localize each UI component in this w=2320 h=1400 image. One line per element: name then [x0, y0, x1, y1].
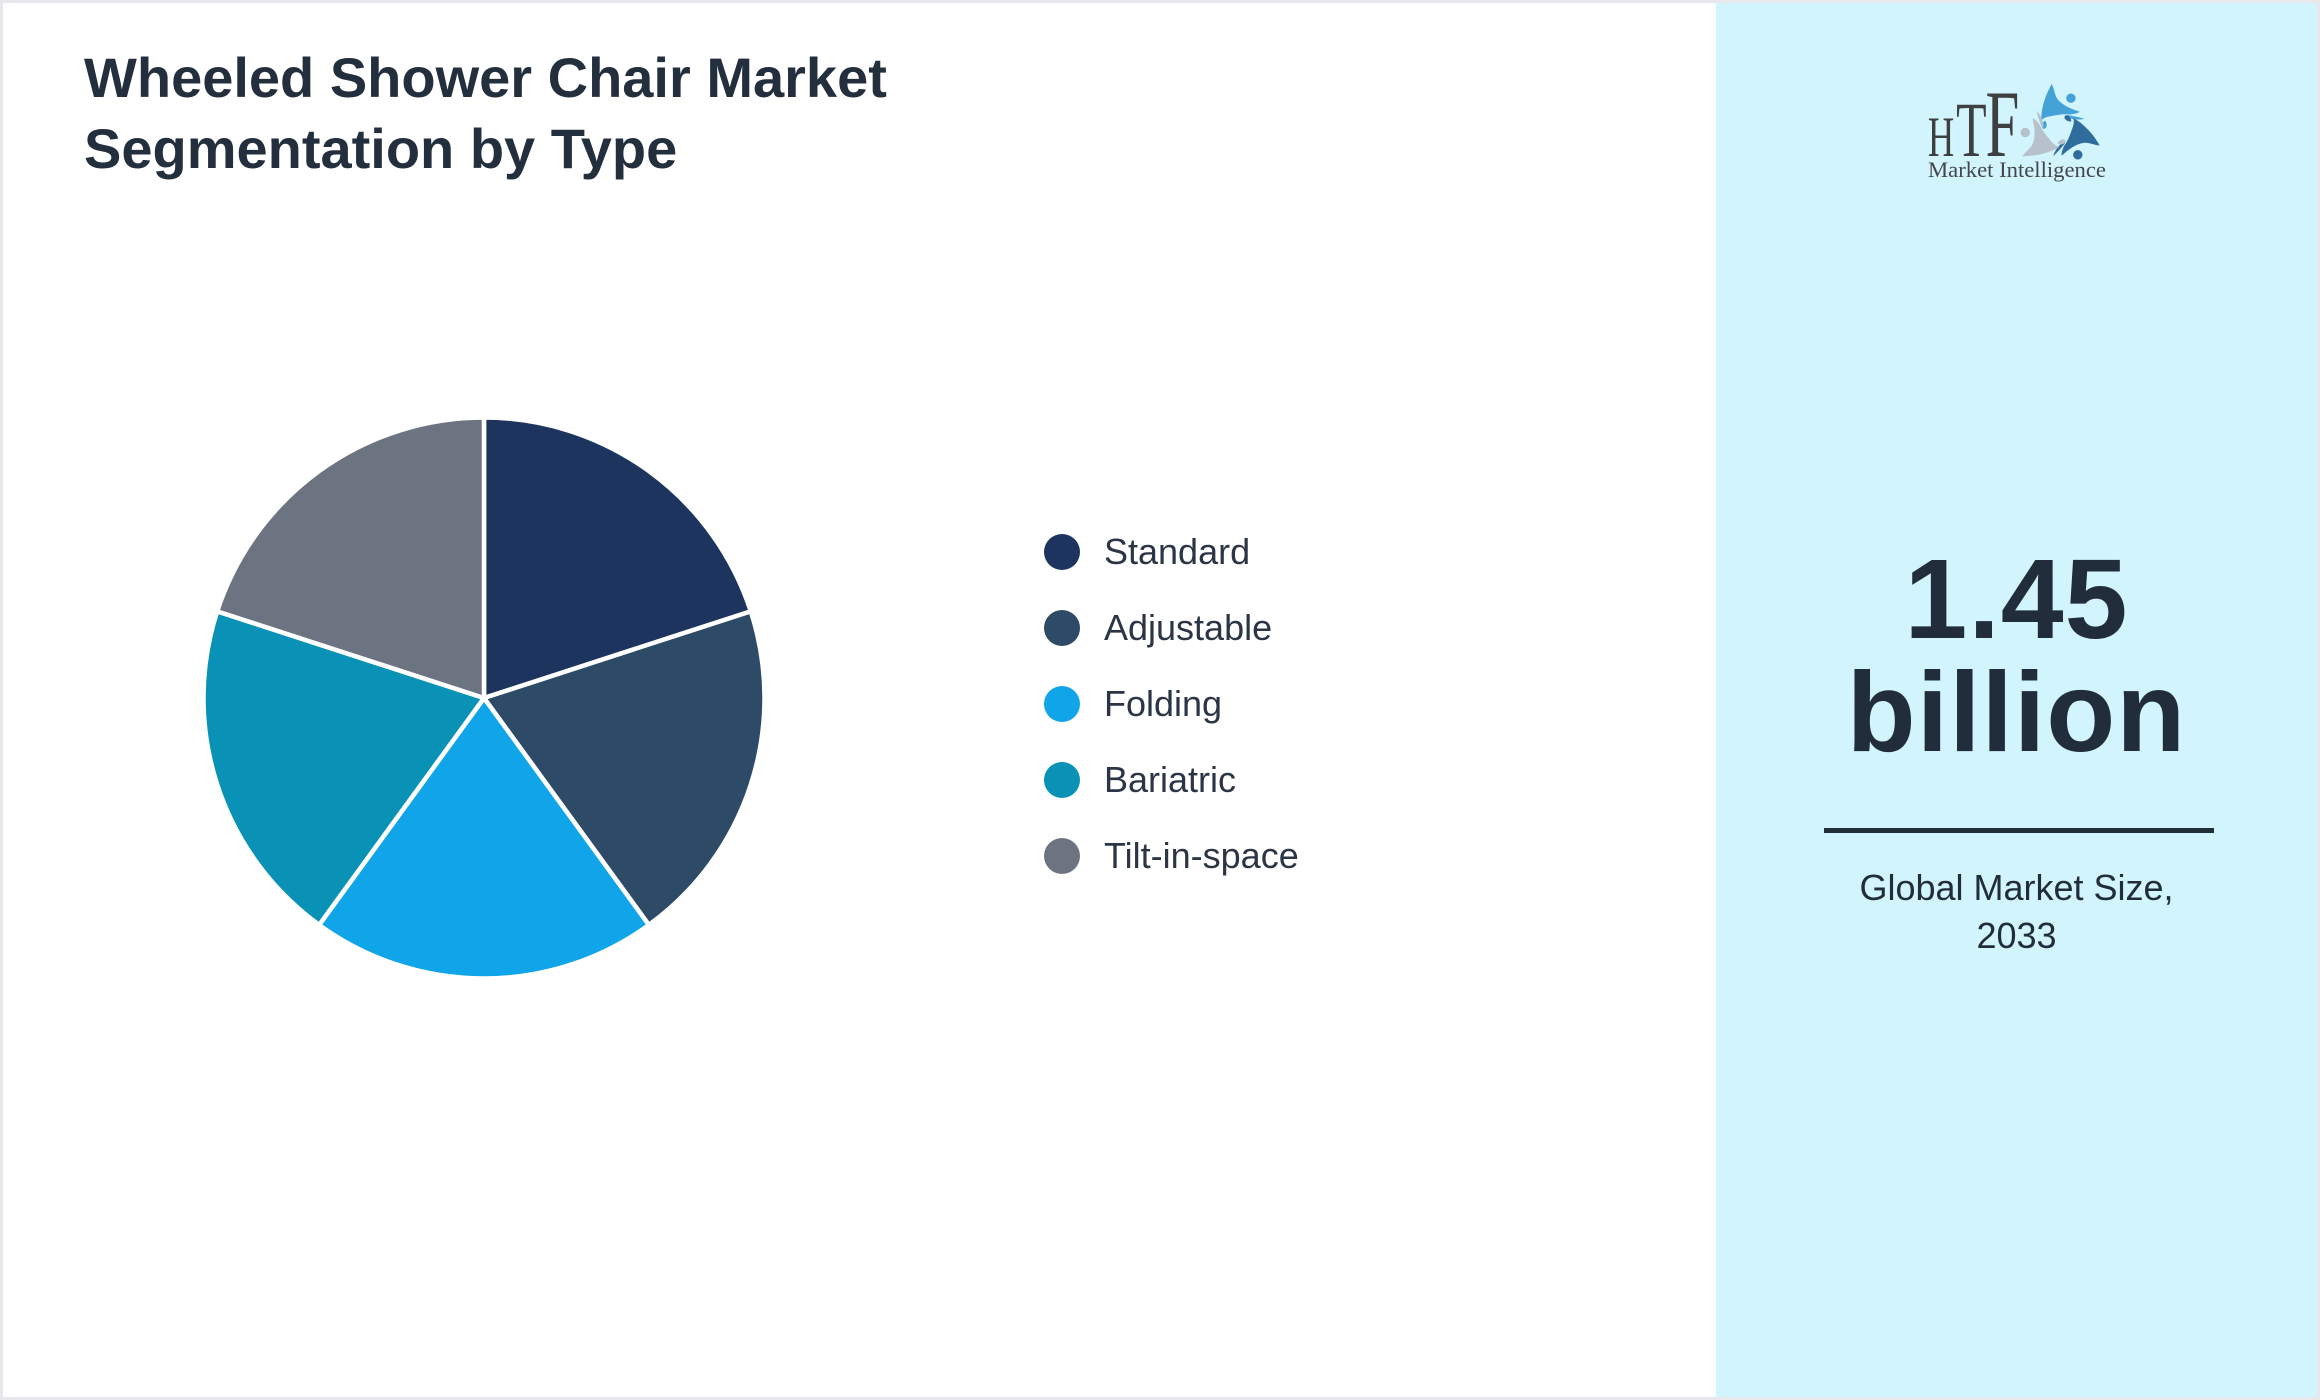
svg-text:F: F: [1986, 73, 2020, 178]
svg-text:T: T: [1956, 88, 1986, 174]
svg-text:Market Intelligence: Market Intelligence: [1928, 157, 2106, 182]
svg-text:H: H: [1928, 106, 1954, 169]
